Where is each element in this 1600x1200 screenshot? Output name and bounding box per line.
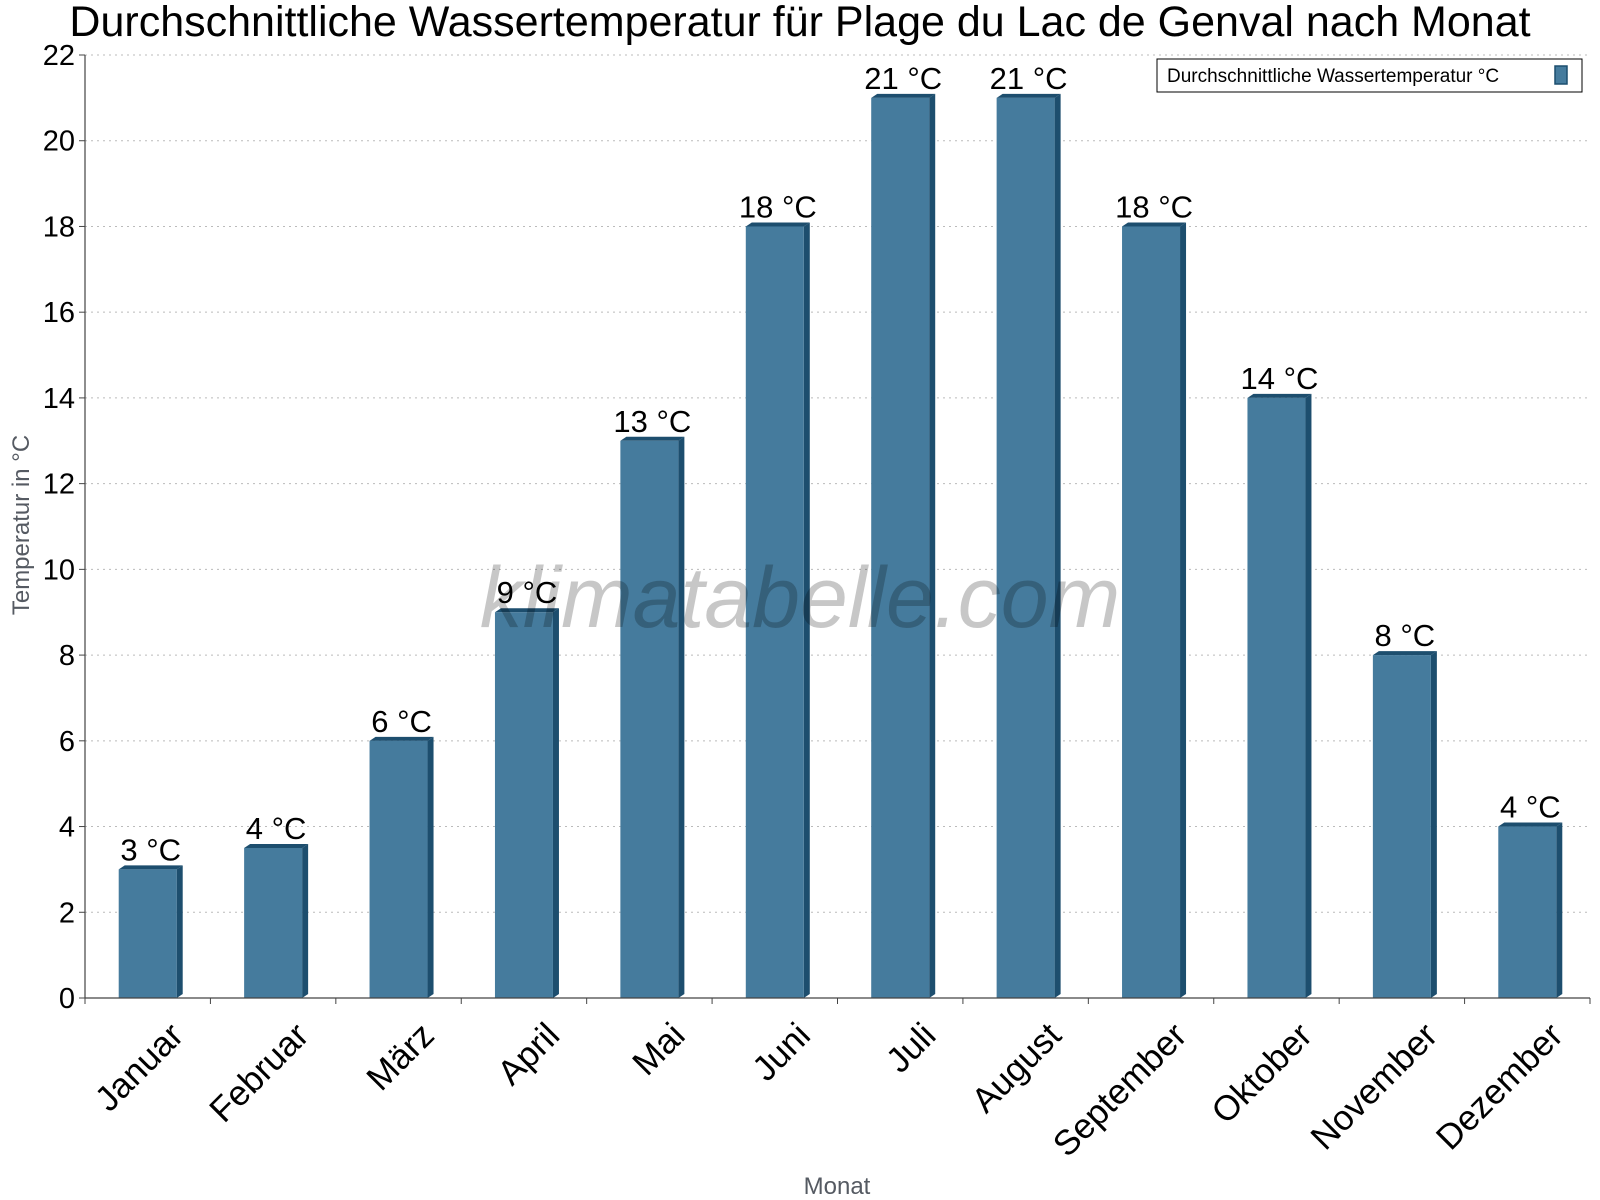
x-tick-label-oktober: Oktober xyxy=(1204,1015,1320,1131)
legend: Durchschnittliche Wassertemperatur °C xyxy=(1156,58,1583,93)
bar-juli xyxy=(871,93,936,998)
bar-front-juni xyxy=(745,226,804,999)
y-tick-label-2: 2 xyxy=(59,897,75,929)
axes xyxy=(84,55,1590,999)
bar-front-dezember xyxy=(1498,826,1557,998)
bar-februar xyxy=(244,843,309,998)
bar-front-september xyxy=(1122,226,1181,999)
bar-top-januar xyxy=(118,865,183,870)
bar-mai xyxy=(620,436,685,999)
y-axis-title: Temperatur in °C xyxy=(8,435,35,615)
y-ticks: 0 2 4 6 8 10 12 14 16 18 20 22 xyxy=(43,40,85,1015)
bar-top-dezember xyxy=(1498,822,1563,827)
bar-top-september xyxy=(1122,222,1187,227)
bar-oktober xyxy=(1247,393,1312,999)
y-tick-label-16: 16 xyxy=(43,297,75,329)
bars xyxy=(118,93,1563,999)
x-tick-label-januar: Januar xyxy=(88,1015,191,1118)
bar-side-juli xyxy=(929,93,936,998)
bar-top-juni xyxy=(745,222,810,227)
bar-front-april xyxy=(494,612,553,998)
bar-top-februar xyxy=(244,843,309,848)
x-ticks: Januar Februar März April Mai Juni Juli AugustS… xyxy=(84,998,1591,1164)
bar-front-november xyxy=(1372,655,1431,998)
x-tick-label-juli: Juli xyxy=(879,1016,944,1081)
bar-top-mai xyxy=(620,436,685,441)
y-tick-label-4: 4 xyxy=(59,812,75,844)
bar-side-mai xyxy=(678,436,685,999)
y-tick-label-14: 14 xyxy=(43,383,75,415)
data-label-juni: 18 °C xyxy=(739,189,817,224)
legend-box xyxy=(1156,58,1583,93)
x-axis-title: Monat xyxy=(804,1173,871,1200)
x-tick-label-august: August xyxy=(964,1015,1069,1120)
y-tick-label-0: 0 xyxy=(59,983,75,1015)
bar-dezember xyxy=(1498,822,1563,998)
bar-side-dezember xyxy=(1556,822,1563,998)
gridlines xyxy=(85,54,1590,913)
x-tick-label-september: September xyxy=(1046,1015,1195,1164)
data-label-september: 18 °C xyxy=(1115,189,1193,224)
y-tick-label-12: 12 xyxy=(43,469,75,501)
bar-top-april xyxy=(494,608,559,613)
bar-märz xyxy=(369,736,434,998)
bar-front-januar xyxy=(118,869,177,998)
bar-top-november xyxy=(1372,651,1437,656)
bar-side-oktober xyxy=(1305,393,1312,999)
data-labels: 3 °C 4 °C 6 °C 9 °C 13 °C 18 °C 21 °C 21 °C 18 °… xyxy=(120,61,1560,868)
x-tick-label-november: November xyxy=(1303,1015,1445,1157)
bar-front-februar xyxy=(244,847,303,998)
x-tick-label-februar: Februar xyxy=(202,1015,316,1129)
bar-side-märz xyxy=(427,736,434,998)
bar-front-oktober xyxy=(1247,397,1306,999)
x-tick-label-märz: März xyxy=(359,1016,442,1099)
x-tick-label-mai: Mai xyxy=(625,1016,692,1083)
x-tick-label-april: April xyxy=(490,1016,567,1093)
data-label-november: 8 °C xyxy=(1375,618,1436,653)
bar-april xyxy=(494,608,559,998)
x-tick-label-dezember: Dezember xyxy=(1429,1015,1571,1157)
bar-januar xyxy=(118,865,183,998)
bar-juni xyxy=(745,222,810,999)
bar-top-oktober xyxy=(1247,393,1312,398)
y-tick-label-8: 8 xyxy=(59,640,75,672)
watermark: klimatabelle.com xyxy=(480,550,1120,646)
legend-label: Durchschnittliche Wassertemperatur °C xyxy=(1167,66,1499,87)
data-label-april: 9 °C xyxy=(497,575,558,610)
chart-title: Durchschnittliche Wassertemperatur für P… xyxy=(69,0,1530,46)
data-label-märz: 6 °C xyxy=(371,704,432,739)
bar-august xyxy=(996,93,1061,998)
y-tick-label-20: 20 xyxy=(43,126,75,158)
bar-top-august xyxy=(996,93,1061,98)
bar-front-mai xyxy=(620,440,679,999)
bar-side-januar xyxy=(176,865,183,998)
bar-november xyxy=(1372,651,1437,998)
y-tick-label-6: 6 xyxy=(59,726,75,758)
bar-front-juli xyxy=(871,97,930,998)
y-tick-label-22: 22 xyxy=(43,40,75,72)
data-label-januar: 3 °C xyxy=(120,832,181,867)
data-label-februar: 4 °C xyxy=(246,811,307,846)
data-label-august: 21 °C xyxy=(990,61,1068,96)
x-tick-label-juni: Juni xyxy=(745,1016,818,1089)
data-label-juli: 21 °C xyxy=(864,61,942,96)
bar-side-april xyxy=(552,608,559,998)
bar-front-märz xyxy=(369,740,428,998)
bar-side-februar xyxy=(302,843,309,998)
bar-top-märz xyxy=(369,736,434,741)
legend-swatch xyxy=(1554,65,1568,85)
data-label-oktober: 14 °C xyxy=(1241,361,1319,396)
bar-side-august xyxy=(1054,93,1061,998)
bar-front-august xyxy=(996,97,1055,998)
data-label-dezember: 4 °C xyxy=(1500,790,1561,825)
bar-side-juni xyxy=(803,222,810,999)
y-tick-label-18: 18 xyxy=(43,211,75,243)
data-label-mai: 13 °C xyxy=(613,404,691,439)
bar-september xyxy=(1122,222,1187,999)
bar-top-juli xyxy=(871,93,936,98)
bar-side-november xyxy=(1430,651,1437,998)
bar-side-september xyxy=(1180,222,1187,999)
y-tick-label-10: 10 xyxy=(43,554,75,586)
